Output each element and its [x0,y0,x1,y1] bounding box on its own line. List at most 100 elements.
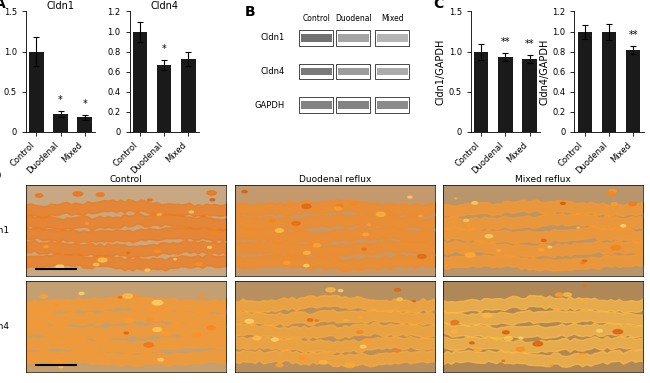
FancyBboxPatch shape [375,30,410,46]
Circle shape [584,285,586,286]
Text: **: ** [500,37,510,47]
Bar [157,65,172,132]
Text: Control: Control [302,14,330,23]
Circle shape [145,269,150,271]
Circle shape [193,333,201,337]
Circle shape [304,251,310,254]
Circle shape [564,293,571,296]
Circle shape [577,227,579,228]
Circle shape [548,246,551,248]
Circle shape [299,356,307,359]
Circle shape [359,316,363,318]
Y-axis label: Cldn4: Cldn4 [0,322,10,331]
Circle shape [276,229,283,232]
Circle shape [124,332,129,334]
Circle shape [96,193,104,196]
Text: **: ** [629,29,638,39]
Text: *: * [58,95,63,105]
Circle shape [362,248,366,250]
Circle shape [315,320,318,321]
Circle shape [504,337,512,340]
Y-axis label: Cldn1: Cldn1 [0,226,10,235]
Circle shape [127,252,130,254]
Circle shape [269,219,275,222]
Circle shape [207,326,215,329]
Circle shape [560,202,566,205]
Circle shape [367,224,370,226]
FancyBboxPatch shape [338,101,369,109]
Circle shape [533,342,543,346]
Circle shape [158,358,163,361]
Text: D: D [0,169,1,183]
Circle shape [326,288,335,292]
Circle shape [606,192,616,196]
Circle shape [541,239,546,241]
Circle shape [292,222,300,225]
Circle shape [319,360,327,364]
Circle shape [419,215,422,217]
Circle shape [210,199,215,201]
FancyBboxPatch shape [338,68,369,75]
Circle shape [199,295,205,298]
Circle shape [189,211,194,213]
Bar [53,114,68,132]
Bar [133,31,147,132]
Circle shape [611,246,621,250]
Circle shape [497,250,500,251]
Circle shape [621,225,626,227]
Circle shape [413,301,415,302]
Circle shape [539,249,544,251]
Circle shape [597,329,602,332]
Circle shape [363,233,368,236]
Circle shape [556,293,563,296]
Circle shape [519,337,523,339]
Circle shape [394,350,399,352]
Circle shape [174,259,176,260]
Circle shape [629,202,636,206]
Circle shape [307,319,313,321]
Bar [181,59,196,132]
Circle shape [35,194,43,197]
Circle shape [146,318,153,322]
Circle shape [55,304,58,306]
Text: C: C [433,0,443,11]
Circle shape [337,205,343,207]
Circle shape [550,365,552,366]
Circle shape [73,192,83,196]
Circle shape [464,219,469,221]
Title: Cldn4: Cldn4 [150,1,178,11]
Circle shape [474,348,482,351]
Circle shape [207,247,211,248]
Circle shape [134,295,139,298]
Circle shape [207,191,216,195]
Bar [578,31,592,132]
Circle shape [339,290,343,291]
Circle shape [516,347,525,351]
Circle shape [613,330,623,334]
Circle shape [408,196,412,198]
Circle shape [472,201,478,204]
Circle shape [397,298,402,300]
Circle shape [272,338,278,341]
Circle shape [123,294,133,298]
Circle shape [350,202,357,205]
Circle shape [79,292,84,295]
FancyBboxPatch shape [375,97,410,113]
FancyBboxPatch shape [299,97,333,113]
Bar [498,57,513,132]
Circle shape [395,288,400,291]
Title: Mixed reflux: Mixed reflux [515,175,571,185]
Circle shape [611,203,618,205]
Circle shape [40,295,47,298]
Text: Cldn4: Cldn4 [261,67,285,76]
Text: *: * [162,44,166,54]
Title: Duodenal reflux: Duodenal reflux [298,175,371,185]
Bar [602,31,616,132]
Text: GAPDH: GAPDH [255,101,285,110]
Circle shape [363,339,370,343]
Circle shape [157,214,161,216]
Circle shape [148,199,152,201]
Circle shape [582,260,586,262]
Circle shape [302,204,311,208]
Circle shape [98,258,107,262]
